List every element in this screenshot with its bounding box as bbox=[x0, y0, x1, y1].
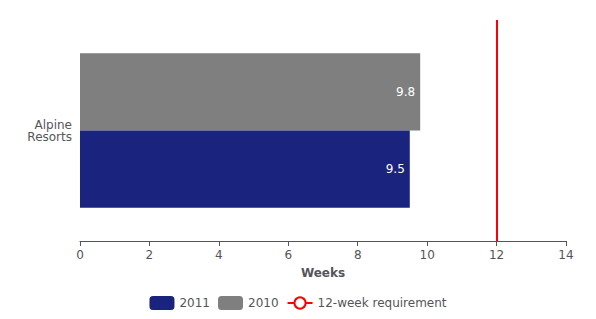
svg-text:6: 6 bbox=[284, 248, 292, 262]
svg-text:2010: 2010 bbox=[248, 296, 279, 310]
svg-text:Resorts: Resorts bbox=[27, 130, 72, 144]
svg-text:Weeks: Weeks bbox=[301, 266, 345, 280]
svg-text:14: 14 bbox=[558, 248, 573, 262]
svg-text:2011: 2011 bbox=[179, 296, 210, 310]
svg-text:4: 4 bbox=[215, 248, 223, 262]
svg-text:2: 2 bbox=[146, 248, 154, 262]
svg-text:12-week requirement: 12-week requirement bbox=[318, 296, 447, 310]
svg-text:10: 10 bbox=[420, 248, 435, 262]
svg-text:9.8: 9.8 bbox=[396, 85, 415, 99]
svg-text:8: 8 bbox=[354, 248, 362, 262]
svg-text:0: 0 bbox=[76, 248, 84, 262]
svg-text:12: 12 bbox=[489, 248, 504, 262]
svg-text:Alpine: Alpine bbox=[34, 117, 72, 132]
svg-text:9.5: 9.5 bbox=[386, 162, 405, 176]
